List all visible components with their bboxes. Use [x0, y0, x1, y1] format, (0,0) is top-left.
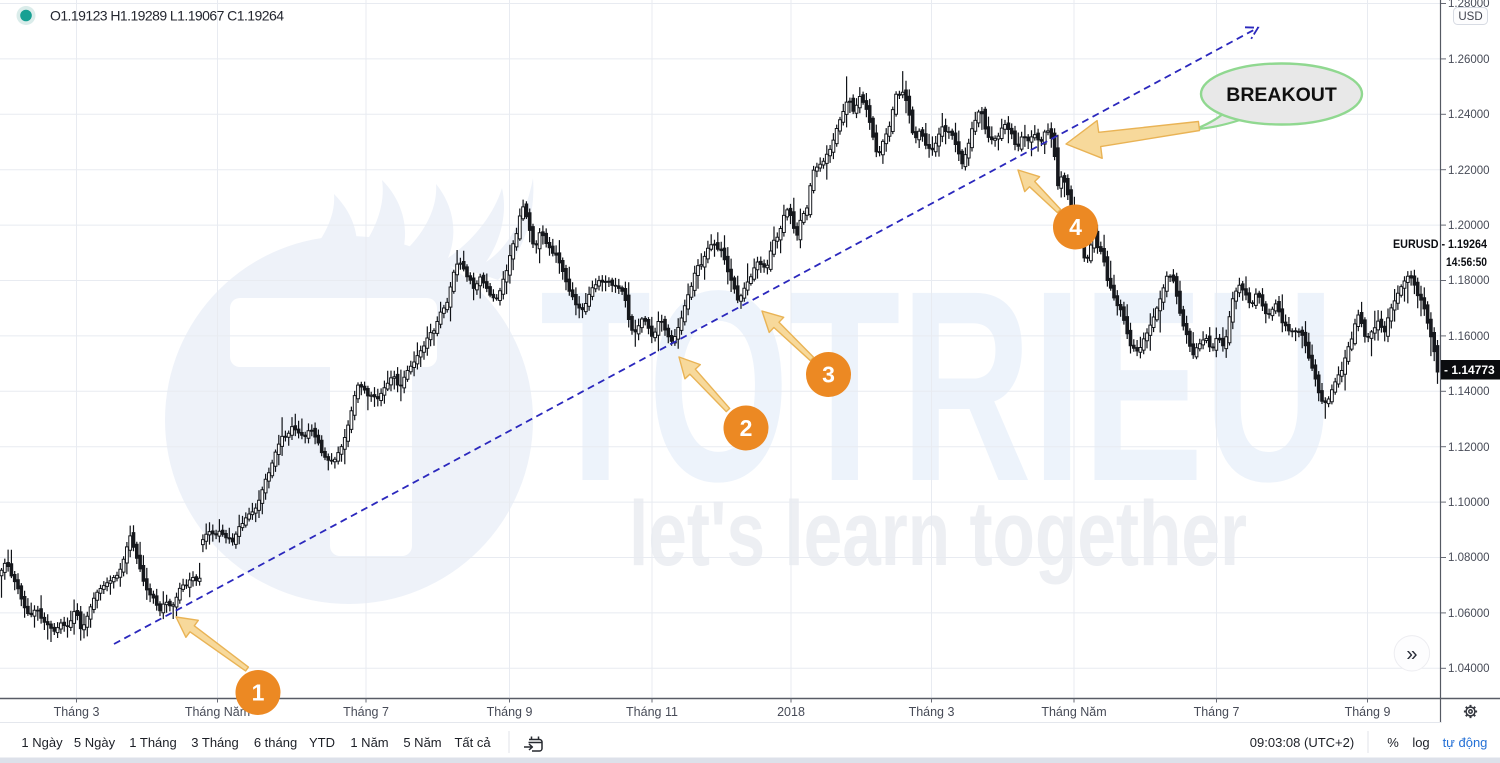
svg-text:2018: 2018	[777, 705, 805, 719]
svg-text:1.10000: 1.10000	[1448, 497, 1490, 509]
svg-text:Tháng Năm: Tháng Năm	[1041, 705, 1106, 719]
svg-text:TOTRIEU: TOTRIEU	[540, 234, 1335, 538]
svg-text:BREAKOUT: BREAKOUT	[1226, 84, 1337, 106]
svg-text:Tháng 9: Tháng 9	[487, 705, 533, 719]
svg-text:1.04000: 1.04000	[1448, 663, 1490, 675]
svg-text:1.26000: 1.26000	[1448, 54, 1490, 66]
svg-text:14:56:50: 14:56:50	[1446, 255, 1487, 269]
svg-text:Tháng 3: Tháng 3	[54, 705, 100, 719]
svg-text:Tháng 9: Tháng 9	[1345, 705, 1391, 719]
svg-text:1.20000: 1.20000	[1448, 220, 1490, 232]
svg-text:1: 1	[252, 680, 265, 706]
svg-text:1 Tháng: 1 Tháng	[129, 735, 176, 750]
svg-text:»: »	[1406, 644, 1417, 666]
svg-text:1.14000: 1.14000	[1448, 386, 1490, 398]
svg-text:YTD: YTD	[309, 735, 335, 750]
svg-text:1.16000: 1.16000	[1448, 331, 1490, 343]
svg-text:log: log	[1412, 735, 1429, 750]
svg-text:Tháng 11: Tháng 11	[626, 705, 678, 719]
svg-text:1.24000: 1.24000	[1448, 109, 1490, 121]
svg-text:%: %	[1387, 735, 1399, 750]
svg-text:let's learn together: let's learn together	[629, 483, 1247, 585]
svg-text:1.08000: 1.08000	[1448, 552, 1490, 564]
svg-text:5 Năm: 5 Năm	[403, 735, 441, 750]
svg-text:09:03:08 (UTC+2): 09:03:08 (UTC+2)	[1250, 735, 1354, 750]
svg-text:Tháng Năm: Tháng Năm	[185, 705, 250, 719]
svg-text:6 tháng: 6 tháng	[254, 735, 297, 750]
svg-text:1.06000: 1.06000	[1448, 608, 1490, 620]
svg-text:Tháng 7: Tháng 7	[343, 705, 389, 719]
svg-text:Tháng 7: Tháng 7	[1194, 705, 1240, 719]
svg-text:- 1.14773: - 1.14773	[1444, 363, 1495, 377]
svg-text:Tháng 3: Tháng 3	[909, 705, 955, 719]
svg-text:O1.19123 H1.19289 L1.19067: O1.19123 H1.19289 L1.19067 C1.19264	[50, 8, 284, 24]
svg-text:EURUSD - 1.19264: EURUSD - 1.19264	[1393, 237, 1487, 251]
svg-text:1.22000: 1.22000	[1448, 165, 1490, 177]
svg-text:1.12000: 1.12000	[1448, 442, 1490, 454]
svg-text:3 Tháng: 3 Tháng	[191, 735, 238, 750]
svg-text:tự động: tự động	[1443, 735, 1488, 750]
svg-text:USD: USD	[1458, 11, 1482, 23]
svg-text:4: 4	[1069, 214, 1082, 240]
svg-text:Tất cả: Tất cả	[454, 735, 491, 750]
svg-text:5 Ngày: 5 Ngày	[74, 735, 116, 750]
svg-text:1.18000: 1.18000	[1448, 275, 1490, 287]
svg-text:1.28000: 1.28000	[1448, 0, 1490, 10]
svg-text:1 Năm: 1 Năm	[350, 735, 388, 750]
svg-text:2: 2	[740, 415, 753, 441]
svg-text:3: 3	[822, 362, 835, 388]
svg-text:1 Ngày: 1 Ngày	[21, 735, 63, 750]
